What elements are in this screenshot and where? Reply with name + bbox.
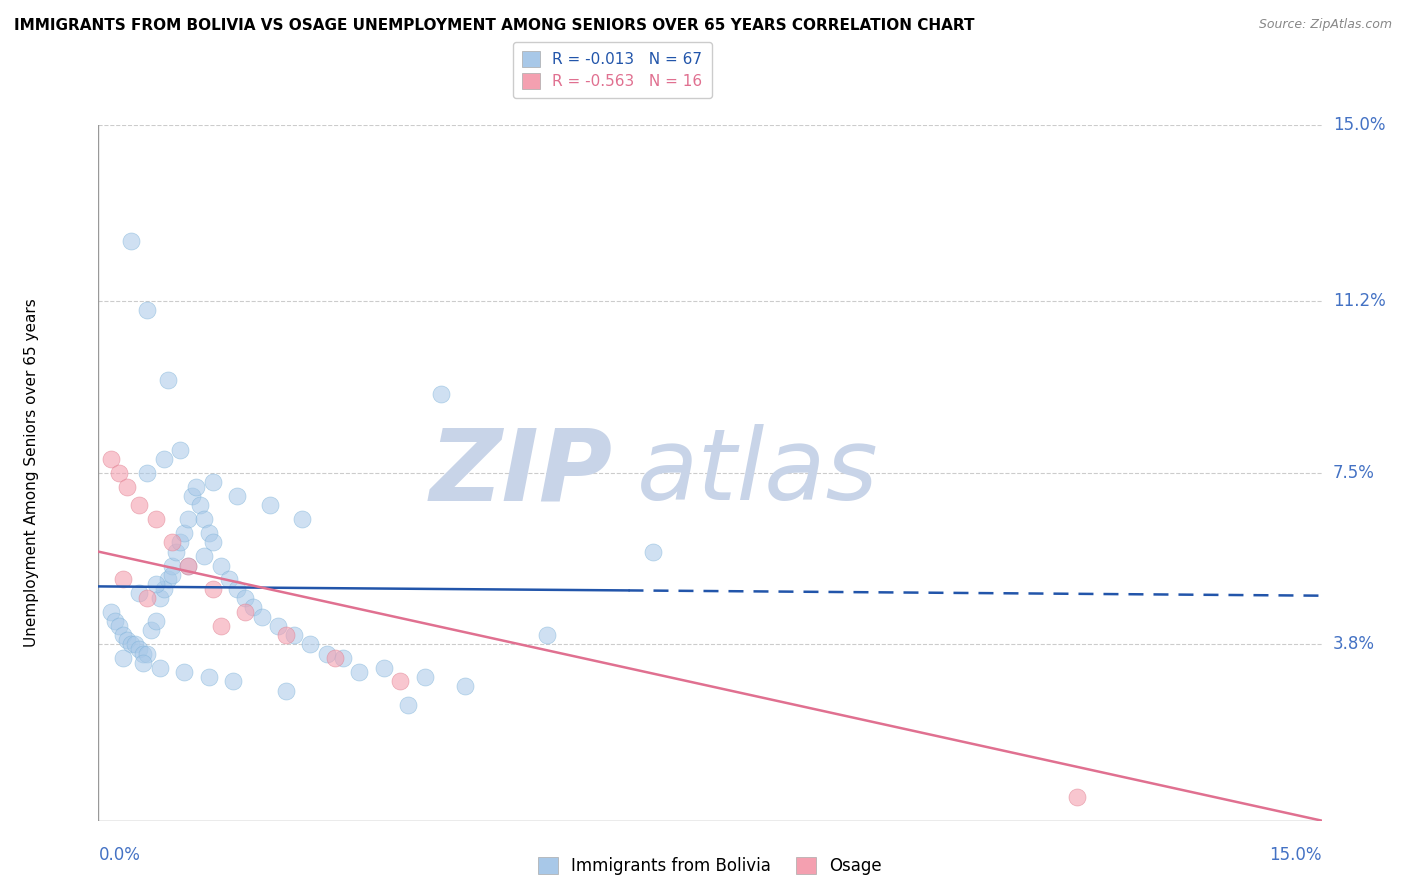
Point (160, 535, 183, 549)
Point (149, 591, 172, 605)
Text: 11.2%: 11.2% (1333, 293, 1385, 310)
Point (104, 614, 127, 628)
Point (349, 665, 371, 680)
Point (108, 466, 131, 480)
Point (120, 637, 142, 651)
Point (201, 582, 224, 596)
Point (323, 651, 346, 665)
Point (186, 480, 208, 494)
Point (1066, 790, 1088, 805)
Text: 15.0%: 15.0% (1333, 116, 1385, 134)
Point (389, 674, 412, 689)
Point (250, 609, 273, 624)
Point (115, 632, 138, 647)
Point (141, 624, 163, 638)
Point (165, 544, 187, 558)
Point (209, 619, 232, 633)
Text: 7.5%: 7.5% (1333, 464, 1375, 482)
Point (120, 234, 142, 248)
Point (233, 591, 256, 605)
Point (218, 573, 240, 587)
Point (111, 628, 134, 642)
Text: Unemployment Among Seniors over 65 years: Unemployment Among Seniors over 65 years (24, 299, 38, 647)
Text: Source: ZipAtlas.com: Source: ZipAtlas.com (1258, 18, 1392, 31)
Point (152, 582, 174, 596)
Point (283, 628, 305, 642)
Text: ZIP: ZIP (429, 425, 612, 521)
Point (152, 451, 174, 466)
Point (315, 647, 337, 661)
Point (128, 498, 150, 512)
Point (149, 660, 172, 674)
Point (536, 628, 558, 642)
Point (156, 573, 179, 587)
Point (267, 619, 290, 633)
Point (132, 656, 155, 670)
Point (259, 498, 281, 512)
Text: IMMIGRANTS FROM BOLIVIA VS OSAGE UNEMPLOYMENT AMONG SENIORS OVER 65 YEARS CORREL: IMMIGRANTS FROM BOLIVIA VS OSAGE UNEMPLO… (14, 18, 974, 33)
Point (430, 387, 453, 401)
Point (160, 558, 183, 573)
Point (100, 451, 122, 466)
Point (100, 605, 122, 619)
Point (145, 512, 167, 526)
Point (299, 637, 322, 651)
Point (373, 660, 395, 674)
Point (132, 647, 155, 661)
Point (332, 651, 354, 665)
Point (177, 512, 200, 526)
Point (111, 651, 134, 665)
Point (396, 698, 419, 712)
Point (145, 577, 167, 591)
Point (193, 512, 215, 526)
Point (115, 480, 138, 494)
Point (454, 679, 477, 693)
Point (413, 670, 436, 684)
Point (145, 614, 167, 628)
Point (128, 642, 150, 657)
Point (291, 512, 314, 526)
Point (222, 674, 245, 689)
Point (136, 591, 159, 605)
Point (173, 665, 195, 680)
Point (274, 628, 297, 642)
Point (177, 558, 200, 573)
Point (156, 373, 179, 387)
Point (226, 489, 249, 503)
Point (233, 605, 256, 619)
Point (136, 466, 159, 480)
Point (181, 489, 204, 503)
Point (108, 619, 131, 633)
Point (209, 558, 232, 573)
Point (242, 600, 264, 615)
Text: 3.8%: 3.8% (1333, 635, 1375, 653)
Point (197, 526, 219, 541)
Point (169, 535, 191, 549)
Point (160, 567, 183, 582)
Point (274, 683, 297, 698)
Point (188, 498, 212, 512)
Point (136, 647, 159, 661)
Point (177, 558, 200, 573)
Point (201, 475, 224, 489)
Point (226, 582, 249, 596)
Text: 15.0%: 15.0% (1270, 846, 1322, 863)
Point (124, 637, 146, 651)
Text: atlas: atlas (637, 425, 879, 521)
Point (193, 549, 215, 564)
Point (169, 442, 191, 457)
Point (111, 573, 134, 587)
Point (173, 526, 195, 541)
Text: 0.0%: 0.0% (98, 846, 141, 863)
Legend: Immigrants from Bolivia, Osage: Immigrants from Bolivia, Osage (531, 850, 889, 882)
Point (136, 303, 159, 318)
Point (201, 535, 224, 549)
Point (641, 544, 664, 558)
Point (197, 670, 219, 684)
Point (128, 586, 150, 600)
